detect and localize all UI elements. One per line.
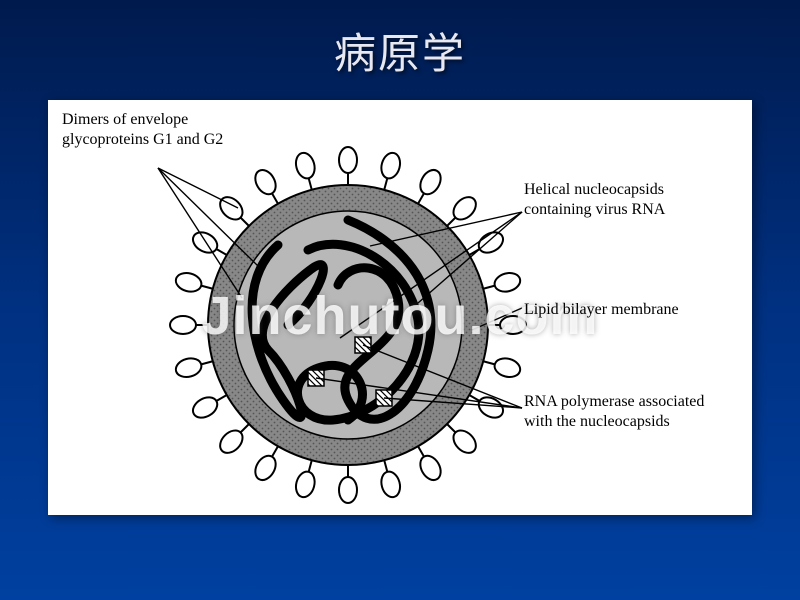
label-dimers: Dimers of envelopeglycoproteins G1 and G… bbox=[62, 110, 223, 151]
diagram-frame: Jinchutou.com Dimers of envelopeglycopro… bbox=[48, 100, 752, 515]
label-polymerase: RNA polymerase associatedwith the nucleo… bbox=[524, 392, 704, 433]
label-lipid: Lipid bilayer membrane bbox=[524, 300, 679, 320]
label-helical: Helical nucleocapsidscontaining virus RN… bbox=[524, 180, 665, 221]
slide-title: 病原学 bbox=[0, 0, 800, 81]
